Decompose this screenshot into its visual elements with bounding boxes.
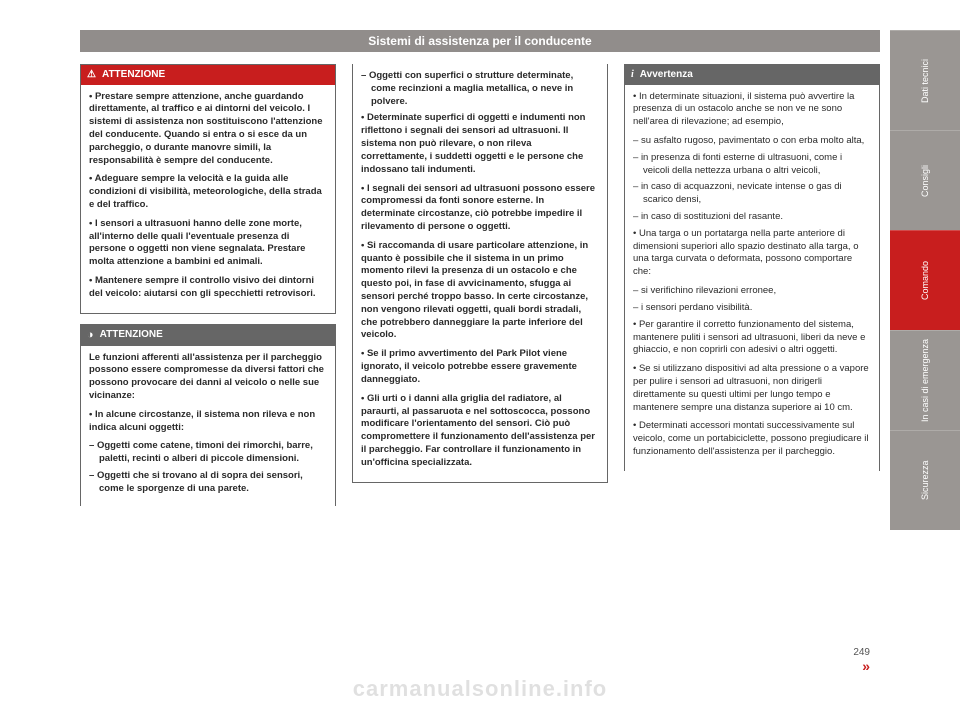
caution-box-attenzione-2: ◑ ATTENZIONE Le funzioni afferenti all'a… xyxy=(80,324,336,506)
box-body: Prestare sempre attenzione, anche guarda… xyxy=(81,85,335,313)
bullet-item: Se si utilizzano dispositivi ad alta pre… xyxy=(633,363,871,414)
caution-box-continued: Oggetti con superfici o strutture determ… xyxy=(352,64,608,483)
section-tabs: Dati tecnici Consigli Comando In casi di… xyxy=(890,30,960,530)
box-title: ATTENZIONE xyxy=(102,68,165,82)
box-header: i Avvertenza xyxy=(625,65,879,85)
warning-box-attenzione-1: ⚠ ATTENZIONE Prestare sempre attenzione,… xyxy=(80,64,336,314)
continuation-mark: » xyxy=(862,658,870,674)
bullet-item: Per garantire il corretto funzionamento … xyxy=(633,319,871,357)
column-3: i Avvertenza In determinate situazioni, … xyxy=(624,64,880,516)
content-columns: ⚠ ATTENZIONE Prestare sempre attenzione,… xyxy=(80,64,880,516)
page-number: 249 xyxy=(853,647,870,658)
info-icon: i xyxy=(631,68,634,82)
box-header: ◑ ATTENZIONE xyxy=(81,325,335,346)
dash-item: Oggetti che si trovano al di sopra dei s… xyxy=(89,470,327,496)
watermark: carmanualsonline.info xyxy=(353,676,608,702)
column-1: ⚠ ATTENZIONE Prestare sempre attenzione,… xyxy=(80,64,336,516)
box-title: ATTENZIONE xyxy=(100,328,163,342)
bullet-item: Si raccomanda di usare particolare atten… xyxy=(361,240,599,343)
bullet-item: Mantenere sempre il controllo visivo dei… xyxy=(89,275,327,301)
dash-item: in caso di acquazzoni, nevicate intense … xyxy=(633,181,871,207)
dash-item: in presenza di fonti esterne di ultrasuo… xyxy=(633,152,871,178)
dash-item: i sensori perdano visibilità. xyxy=(633,302,871,315)
bullet-item: I sensori a ultrasuoni hanno delle zone … xyxy=(89,218,327,269)
bullet-item: Una targa o un portatarga nella parte an… xyxy=(633,228,871,279)
page-header: Sistemi di assistenza per il conducente xyxy=(80,30,880,52)
box-title: Avvertenza xyxy=(640,68,693,82)
dash-item: su asfalto rugoso, pavimentato o con erb… xyxy=(633,135,871,148)
tab-emergenza[interactable]: In casi di emergenza xyxy=(890,330,960,430)
box-body: Le funzioni afferenti all'assistenza per… xyxy=(81,346,335,506)
bullet-item: Se il primo avvertimento del Park Pilot … xyxy=(361,348,599,386)
tab-comando[interactable]: Comando xyxy=(890,230,960,330)
dash-item: in caso di sostituzioni del rasante. xyxy=(633,211,871,224)
bullet-item: Prestare sempre attenzione, anche guarda… xyxy=(89,91,327,168)
box-intro: Le funzioni afferenti all'assistenza per… xyxy=(89,352,327,403)
bullet-item: Determinati accessori montati successiva… xyxy=(633,420,871,458)
bullet-item: Gli urti o i danni alla griglia del radi… xyxy=(361,393,599,470)
note-box-avvertenza: i Avvertenza In determinate situazioni, … xyxy=(624,64,880,471)
caution-circle-icon: ◑ xyxy=(87,328,94,343)
warning-triangle-icon: ⚠ xyxy=(87,68,96,82)
dash-item: si verifichino rilevazioni erronee, xyxy=(633,285,871,298)
bullet-item: I segnali dei sensori ad ultrasuoni poss… xyxy=(361,183,599,234)
tab-sicurezza[interactable]: Sicurezza xyxy=(890,430,960,530)
column-2: Oggetti con superfici o strutture determ… xyxy=(352,64,608,516)
dash-item: Oggetti come catene, timoni dei rimorchi… xyxy=(89,440,327,466)
box-header: ⚠ ATTENZIONE xyxy=(81,65,335,85)
bullet-item: Adeguare sempre la velocità e la guida a… xyxy=(89,173,327,211)
bullet-item: Determinate superfici di oggetti e indum… xyxy=(361,112,599,176)
dash-item: Oggetti con superfici o strutture determ… xyxy=(361,70,599,108)
bullet-item: In alcune circostanze, il sistema non ri… xyxy=(89,409,327,435)
box-body: Oggetti con superfici o strutture determ… xyxy=(353,64,607,482)
box-body: In determinate situazioni, il sistema pu… xyxy=(625,85,879,471)
tab-consigli[interactable]: Consigli xyxy=(890,130,960,230)
bullet-item: In determinate situazioni, il sistema pu… xyxy=(633,91,871,129)
tab-dati-tecnici[interactable]: Dati tecnici xyxy=(890,30,960,130)
manual-page: Sistemi di assistenza per il conducente … xyxy=(80,30,880,680)
